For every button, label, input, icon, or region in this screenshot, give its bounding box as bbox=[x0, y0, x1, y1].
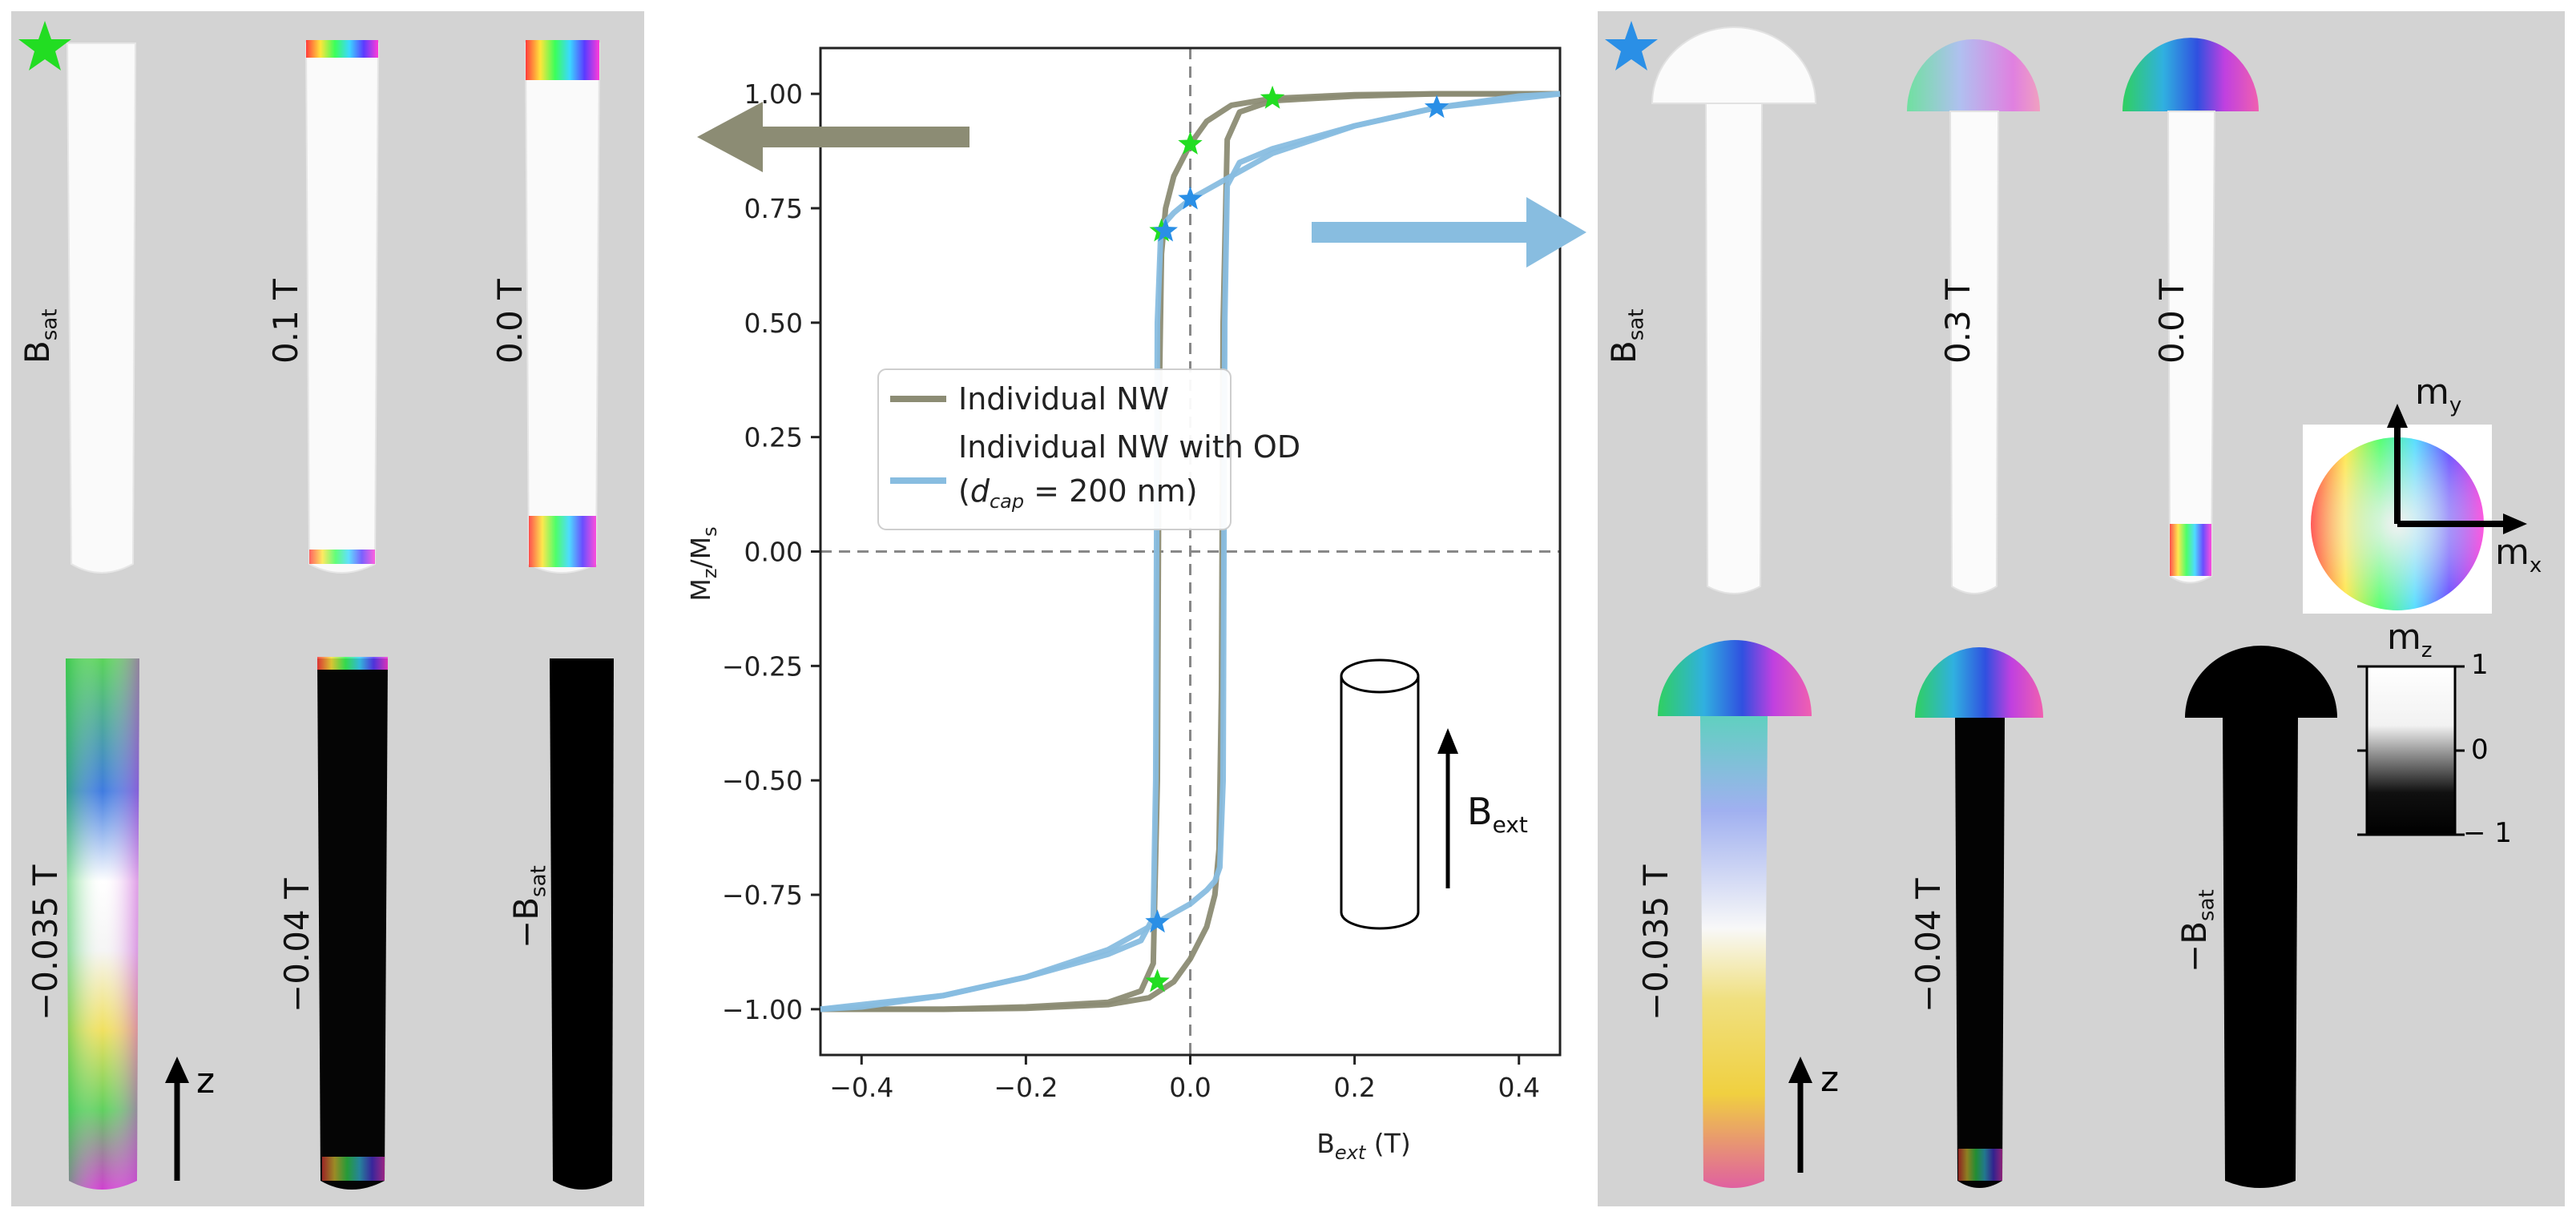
mz-colorbar bbox=[2357, 665, 2465, 836]
right-wires-svg bbox=[1605, 21, 2527, 1188]
hysteresis-chart-panel: −0.4 −0.2 0.0 0.2 0.4 1.00 0.75 0.50 0.25 0.00 −0.… bbox=[652, 11, 1593, 1206]
hysteresis-chart: −0.4 −0.2 0.0 0.2 0.4 1.00 0.75 0.50 0.25 0.00 −0.… bbox=[685, 46, 1562, 1164]
cylinder-inset-icon bbox=[1340, 658, 1458, 930]
right-wire-0.3T bbox=[1907, 39, 2040, 594]
x-axis-label: Bext (T) bbox=[1316, 1128, 1410, 1164]
mz-max: 1 bbox=[2471, 649, 2489, 681]
left-wire-minus-0.04T bbox=[317, 657, 388, 1190]
right-wire-minus-0.035T bbox=[1658, 640, 1812, 1188]
right-label-minus-0.035T: −0.035 T bbox=[1636, 864, 1675, 1021]
star-marker-1-2 bbox=[1153, 218, 1178, 242]
y-tick-label: −1.00 bbox=[722, 994, 803, 1025]
right-snapshot-panel: z my mx mz 1 0 − 1 Bsat 0.3 T 0.0 T −0.0… bbox=[1598, 11, 2565, 1206]
y-tick-label: 1.00 bbox=[744, 79, 803, 110]
y-tick-label: 0.50 bbox=[744, 308, 803, 339]
left-wire-0.0T bbox=[524, 40, 601, 574]
left-label-0.1T: 0.1 T bbox=[266, 279, 305, 364]
right-wire-0.0T bbox=[2122, 38, 2259, 584]
star-marker-1-1 bbox=[1178, 186, 1203, 210]
green-star-icon bbox=[18, 21, 71, 70]
x-tick-label: 0.2 bbox=[1333, 1072, 1375, 1103]
legend-label-nw-od: Individual NW with OD bbox=[958, 429, 1300, 465]
right-wire-minus-bsat bbox=[2185, 646, 2337, 1188]
right-wire-minus-0.04T bbox=[1915, 647, 2043, 1188]
right-z-arrow-icon bbox=[1788, 1057, 1812, 1173]
left-wires-svg bbox=[18, 21, 614, 1190]
right-label-0.3T: 0.3 T bbox=[1938, 279, 1977, 364]
y-tick-label: −0.75 bbox=[722, 880, 803, 911]
star-marker-0-0 bbox=[1260, 85, 1285, 109]
star-marker-1-0 bbox=[1424, 95, 1449, 119]
mx-label: mx bbox=[2495, 532, 2542, 578]
z-arrow-icon bbox=[165, 1057, 189, 1181]
series-line-1-up bbox=[820, 91, 1561, 1013]
y-tick-label: −0.50 bbox=[722, 765, 803, 796]
star-marker-0-3 bbox=[1145, 968, 1170, 992]
left-wire-0.1T bbox=[304, 40, 380, 574]
colorwheel-legend bbox=[2303, 404, 2527, 614]
left-z-label: z bbox=[196, 1061, 216, 1101]
left-label-0.0T: 0.0 T bbox=[490, 279, 530, 364]
mz-mid: 0 bbox=[2471, 734, 2489, 766]
right-z-label: z bbox=[1820, 1059, 1840, 1100]
left-label-minus-0.035T: −0.035 T bbox=[26, 864, 65, 1021]
blue-star-icon bbox=[1605, 21, 1658, 70]
my-label: my bbox=[2415, 372, 2462, 417]
inset-bext-label: Bext bbox=[1467, 790, 1528, 838]
left-label-bsat: Bsat bbox=[18, 308, 62, 364]
mz-title: mz bbox=[2387, 617, 2433, 662]
x-tick-label: −0.4 bbox=[829, 1072, 893, 1103]
x-tick-label: −0.2 bbox=[994, 1072, 1058, 1103]
left-wire-minus-0.035T bbox=[66, 658, 139, 1190]
right-label-0.0T: 0.0 T bbox=[2152, 279, 2191, 364]
left-label-minus-bsat: −Bsat bbox=[506, 865, 551, 948]
star-marker-1-3 bbox=[1145, 909, 1170, 933]
right-label-minus-bsat: −Bsat bbox=[2175, 889, 2219, 972]
star-marker-0-1 bbox=[1178, 131, 1203, 155]
left-wire-minus-bsat bbox=[550, 658, 614, 1190]
left-wire-bsat bbox=[66, 42, 137, 574]
x-tick-label: 0.4 bbox=[1498, 1072, 1539, 1103]
y-tick-label: −0.25 bbox=[722, 650, 803, 682]
chart-legend: Individual NW Individual NW with OD (dca… bbox=[877, 368, 1300, 530]
right-label-bsat: Bsat bbox=[1604, 308, 1649, 364]
y-tick-label: 0.75 bbox=[744, 193, 803, 224]
left-label-minus-0.04T: −0.04 T bbox=[277, 878, 316, 1013]
right-wire-bsat bbox=[1651, 26, 1817, 594]
y-tick-label: 0.00 bbox=[744, 537, 803, 568]
legend-label-dcap: (dcap = 200 nm) bbox=[958, 473, 1198, 513]
right-label-minus-0.04T: −0.04 T bbox=[1909, 878, 1948, 1013]
x-tick-label: 0.0 bbox=[1169, 1072, 1211, 1103]
y-tick-label: 0.25 bbox=[744, 422, 803, 453]
left-snapshot-panel: z Bsat 0.1 T 0.0 T −0.035 T −0.04 T −Bsa… bbox=[11, 11, 644, 1206]
mz-min: − 1 bbox=[2463, 817, 2512, 849]
y-axis-label: Mz/Ms bbox=[685, 526, 721, 601]
legend-label-nw: Individual NW bbox=[958, 381, 1169, 417]
